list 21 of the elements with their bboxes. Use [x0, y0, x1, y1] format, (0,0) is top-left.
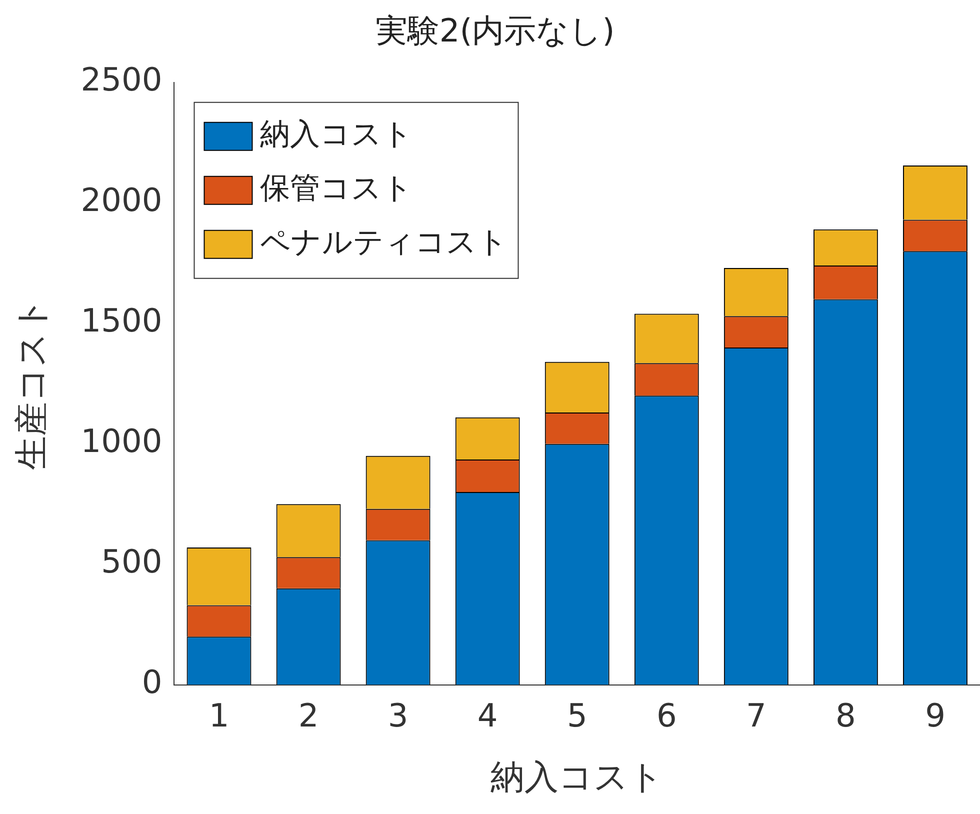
x-tick-label: 6: [656, 696, 677, 734]
legend-label: 保管コスト: [260, 171, 414, 206]
y-tick-label: 2500: [80, 60, 162, 99]
x-tick-label: 5: [566, 696, 588, 734]
y-tick-label: 500: [101, 542, 162, 581]
x-tick-label: 4: [477, 696, 498, 734]
y-tick-label: 0: [142, 663, 162, 702]
x-tick-label: 2: [298, 696, 319, 734]
x-axis-title: 納入コスト: [490, 757, 664, 798]
x-tick-label: 9: [925, 696, 946, 734]
y-tick-label: 1000: [80, 422, 162, 460]
x-tick-label: 1: [208, 696, 230, 734]
chart-title: 実験2(内示なし): [375, 12, 615, 50]
y-tick-label: 1500: [80, 302, 162, 340]
legend-label: ペナルティコスト: [260, 225, 508, 260]
y-axis-title: 生産コスト: [12, 297, 52, 470]
y-tick-label: 2000: [80, 181, 162, 220]
x-tick-label: 8: [836, 696, 856, 734]
x-tick-label: 7: [746, 696, 766, 734]
x-tick-label: 3: [388, 696, 408, 734]
legend-label: 納入コスト: [260, 117, 414, 152]
